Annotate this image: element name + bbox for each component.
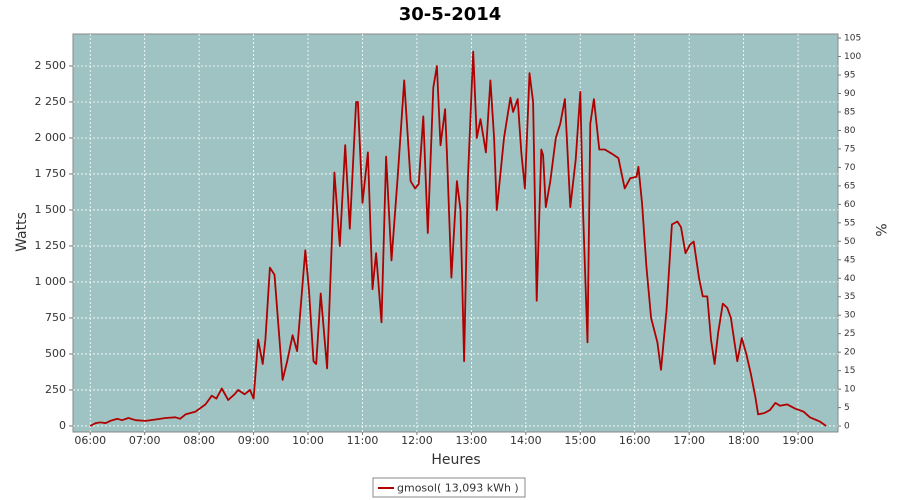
x-tick-label: 18:00 bbox=[728, 434, 760, 447]
y2-tick-label: 65 bbox=[844, 181, 855, 191]
x-tick-label: 19:00 bbox=[782, 434, 814, 447]
legend-box bbox=[372, 477, 526, 498]
y2-tick-label: 20 bbox=[844, 348, 856, 358]
y-tick-label: 1 250 bbox=[35, 239, 67, 252]
y-tick-label: 750 bbox=[45, 311, 66, 324]
y-tick-label: 1 750 bbox=[35, 167, 67, 180]
y2-tick-label: 90 bbox=[844, 89, 856, 99]
y-tick-label: 2 000 bbox=[35, 131, 67, 144]
x-tick-label: 07:00 bbox=[129, 434, 161, 447]
x-tick-label: 17:00 bbox=[673, 434, 705, 447]
y-tick-label: 2 250 bbox=[35, 95, 67, 108]
y2-tick-label: 40 bbox=[844, 274, 856, 284]
x-tick-label: 11:00 bbox=[347, 434, 379, 447]
y2-tick-label: 30 bbox=[844, 311, 856, 321]
y-tick-label: 0 bbox=[59, 419, 66, 432]
x-tick-label: 13:00 bbox=[456, 434, 488, 447]
x-tick-label: 10:00 bbox=[292, 434, 324, 447]
y2-tick-label: 60 bbox=[844, 200, 856, 210]
y2-tick-label: 95 bbox=[844, 71, 855, 81]
legend: gmosol( 13,093 kWh ) bbox=[372, 477, 526, 498]
x-axis-title: Heures bbox=[431, 452, 480, 468]
y2-tick-label: 35 bbox=[844, 292, 855, 302]
y-axis-title: Watts bbox=[14, 212, 30, 252]
chart-title: 30-5-2014 bbox=[399, 4, 502, 25]
y-tick-label: 500 bbox=[45, 347, 66, 360]
plot-area bbox=[72, 33, 839, 433]
x-tick-label: 14:00 bbox=[510, 434, 542, 447]
y-tick-label: 1 000 bbox=[35, 275, 67, 288]
y2-tick-label: 5 bbox=[844, 403, 850, 413]
y-tick-label: 1 500 bbox=[35, 203, 67, 216]
y2-axis-title: % bbox=[872, 223, 888, 236]
x-tick-label: 16:00 bbox=[619, 434, 651, 447]
legend-label: gmosol( 13,093 kWh ) bbox=[397, 482, 519, 495]
series-line bbox=[89, 50, 827, 427]
y2-tick-label: 50 bbox=[844, 237, 856, 247]
y2-tick-label: 100 bbox=[844, 52, 861, 62]
y2-tick-label: 25 bbox=[844, 329, 855, 339]
y2-tick-label: 10 bbox=[844, 385, 856, 395]
y2-tick-label: 85 bbox=[844, 107, 855, 117]
y-tick-label: 250 bbox=[45, 383, 66, 396]
x-tick-label: 08:00 bbox=[183, 434, 215, 447]
y2-tick-label: 45 bbox=[844, 255, 855, 265]
y2-tick-label: 0 bbox=[844, 422, 850, 432]
y2-tick-label: 15 bbox=[844, 366, 855, 376]
x-tick-label: 06:00 bbox=[74, 434, 106, 447]
y2-tick-label: 80 bbox=[844, 126, 856, 136]
x-tick-label: 15:00 bbox=[564, 434, 596, 447]
y2-tick-label: 70 bbox=[844, 163, 856, 173]
x-tick-label: 09:00 bbox=[238, 434, 270, 447]
y2-tick-label: 75 bbox=[844, 144, 855, 154]
y-tick-label: 2 500 bbox=[35, 59, 67, 72]
x-tick-label: 12:00 bbox=[401, 434, 433, 447]
y2-tick-label: 105 bbox=[844, 34, 861, 44]
y2-tick-label: 55 bbox=[844, 218, 855, 228]
